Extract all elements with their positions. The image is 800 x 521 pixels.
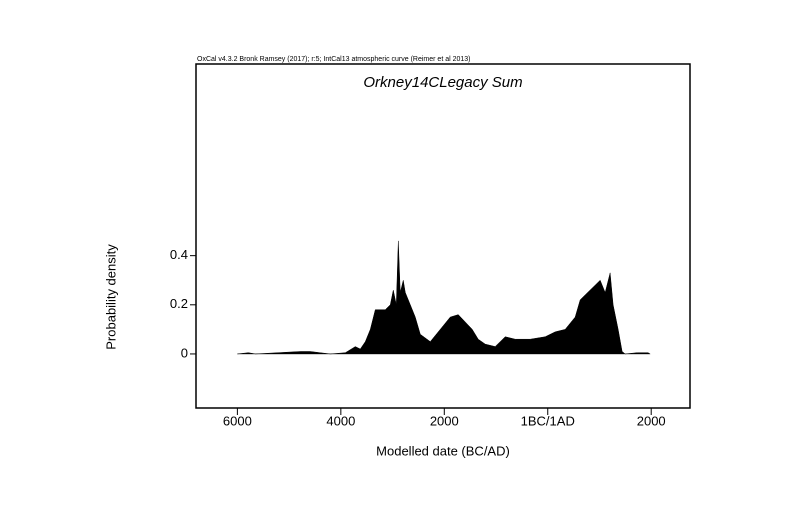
x-axis-label: Modelled date (BC/AD) [376,443,510,458]
y-tick-label: 0.4 [170,247,188,262]
plot-frame [195,63,691,409]
x-tick-label: 1BC/1AD [521,413,575,428]
y-tick-label: 0 [181,345,188,360]
y-axis-label: Probability density [103,244,118,350]
x-tick-label: 2000 [637,413,666,428]
x-tick-label: 2000 [430,413,459,428]
chart-title: Orkney14CLegacy Sum [363,74,522,91]
x-tick-label: 4000 [326,413,355,428]
y-tick-label: 0.2 [170,296,188,311]
density-area [237,240,652,355]
header: OxCal v4.3.2 Bronk Ramsey (2017); r:5; I… [197,56,471,63]
x-tick-label: 6000 [223,413,252,428]
